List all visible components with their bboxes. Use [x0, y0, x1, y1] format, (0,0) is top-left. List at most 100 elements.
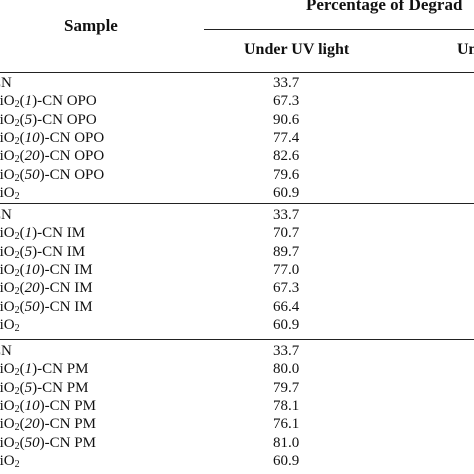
sample-name-suffix: -CN PM: [37, 361, 89, 378]
sample-name-base: CN: [0, 207, 12, 223]
table-row: CN 33.7: [0, 76, 474, 91]
sample-name-base: TiO: [0, 298, 15, 315]
group-divider-rule: [0, 203, 474, 204]
sample-name: TiO2: [0, 452, 20, 470]
sample-loading-ratio: 10: [24, 261, 40, 278]
sample-name-suffix: -CN IM: [44, 261, 93, 278]
uv-degradation-value: 89.7: [273, 243, 300, 260]
uv-degradation-value: 60.9: [273, 184, 300, 201]
sample-name-subscript: 2: [14, 135, 20, 147]
sample-name-subscript: 2: [14, 286, 20, 298]
table-row: TiO2 60.9: [0, 184, 474, 201]
sample-name: TiO2(5)-CN OPO: [0, 111, 97, 129]
uv-degradation-value: 60.9: [273, 452, 300, 469]
sample-name-suffix: -CN OPO: [44, 129, 105, 146]
uv-degradation-value: 67.3: [273, 93, 300, 110]
sample-name: TiO2(1)-CN PM: [0, 361, 89, 379]
sample-name-subscript: 2: [14, 458, 20, 470]
sample-name-subscript: 2: [14, 154, 20, 166]
sample-name: TiO2(5)-CN PM: [0, 379, 89, 396]
sample-name-base: TiO: [0, 184, 15, 201]
uv-degradation-value: 70.7: [273, 225, 300, 242]
header-subrule: [204, 29, 474, 30]
table-row: TiO2(20)-CN PM 76.1: [0, 416, 474, 434]
sample-name-base: TiO: [0, 316, 15, 333]
uv-degradation-value: 82.6: [273, 148, 300, 165]
sample-name: TiO2(5)-CN IM: [0, 243, 85, 261]
uv-degradation-value: 76.1: [273, 416, 300, 433]
table-row: TiO2(20)-CN IM 67.3: [0, 280, 474, 298]
sample-name: TiO2: [0, 184, 20, 201]
sample-name-base: TiO: [0, 166, 15, 183]
sample-name-subscript: 2: [14, 117, 20, 129]
table-row: TiO2(1)-CN PM 80.0: [0, 361, 474, 379]
uv-degradation-value: 90.6: [273, 111, 300, 128]
sample-loading-ratio: 20: [24, 416, 40, 433]
uv-light-column-header: Under UV light: [244, 41, 350, 58]
table-row: TiO2(50)-CN IM 66.4: [0, 298, 474, 315]
uv-degradation-value: 66.4: [273, 298, 300, 315]
table-row: TiO2(5)-CN OPO 90.6: [0, 111, 474, 129]
table-row: TiO2(50)-CN PM 81.0: [0, 434, 474, 451]
table-row: TiO2(5)-CN PM 79.7: [0, 379, 474, 396]
group-divider-rule: [0, 339, 474, 340]
uv-degradation-value: 67.3: [273, 280, 300, 297]
sample-name: TiO2(50)-CN PM: [0, 434, 96, 451]
sample-name-subscript: 2: [14, 403, 20, 415]
sample-name-base: TiO: [0, 379, 15, 396]
sample-name-base: CN: [0, 75, 12, 91]
sample-name-suffix: -CN OPO: [37, 111, 97, 128]
sample-name-suffix: -CN IM: [44, 298, 93, 315]
uv-degradation-value: 33.7: [273, 343, 300, 359]
sample-name-suffix: -CN PM: [37, 379, 89, 396]
sample-name-base: TiO: [0, 225, 15, 242]
sample-name-suffix: -CN PM: [44, 434, 96, 451]
sample-name-subscript: 2: [14, 172, 20, 184]
sample-name-subscript: 2: [14, 367, 20, 379]
sample-name: TiO2(50)-CN IM: [0, 298, 93, 315]
sample-name-suffix: -CN PM: [44, 416, 96, 433]
uv-degradation-value: 77.4: [273, 129, 300, 146]
table-row: TiO2(20)-CN OPO 82.6: [0, 148, 474, 166]
table-row: TiO2 60.9: [0, 316, 474, 334]
sample-loading-ratio: 5: [24, 243, 33, 260]
sample-name: TiO2(1)-CN IM: [0, 225, 86, 242]
sample-loading-ratio: 5: [24, 111, 33, 128]
sample-name-base: TiO: [0, 243, 15, 260]
sample-name-suffix: -CN OPO: [44, 148, 105, 165]
sample-name-base: TiO: [0, 397, 15, 414]
sample-name-base: CN: [0, 343, 12, 359]
sample-loading-ratio: 1: [24, 93, 33, 110]
percentage-degradation-header: Percentage of Degrad: [306, 0, 463, 14]
sample-name-subscript: 2: [14, 322, 20, 334]
sample-name-suffix: -CN IM: [37, 225, 86, 242]
sample-name-subscript: 2: [14, 99, 20, 111]
sample-name: TiO2(10)-CN PM: [0, 397, 96, 415]
sample-loading-ratio: 1: [24, 361, 33, 378]
uv-degradation-value: 78.1: [273, 397, 300, 414]
visible-light-column-header: Un: [457, 41, 474, 58]
sample-column-header: Sample: [64, 16, 118, 35]
sample-name-suffix: -CN IM: [44, 280, 93, 297]
sample-name: TiO2(20)-CN PM: [0, 416, 96, 434]
uv-degradation-value: 33.7: [273, 75, 300, 91]
sample-name: TiO2(10)-CN IM: [0, 261, 93, 279]
sample-name: TiO2: [0, 316, 20, 334]
table-row: TiO2(1)-CN OPO 67.3: [0, 93, 474, 111]
table-row: CN 33.7: [0, 344, 474, 359]
sample-name-base: TiO: [0, 452, 15, 469]
sample-name-subscript: 2: [14, 249, 20, 261]
uv-degradation-value: 79.7: [273, 379, 300, 396]
sample-name-subscript: 2: [14, 422, 20, 434]
uv-degradation-value: 60.9: [273, 316, 300, 333]
sample-loading-ratio: 1: [24, 225, 33, 242]
uv-degradation-value: 80.0: [273, 361, 300, 378]
sample-name-base: TiO: [0, 148, 15, 165]
table-row: TiO2 60.9: [0, 452, 474, 470]
sample-name: TiO2(20)-CN OPO: [0, 148, 105, 166]
sample-loading-ratio: 10: [24, 397, 40, 414]
sample-name: TiO2(20)-CN IM: [0, 280, 93, 298]
table-row: CN 33.7: [0, 208, 474, 223]
sample-name-subscript: 2: [14, 267, 20, 279]
sample-name: TiO2(50)-CN OPO: [0, 166, 104, 184]
